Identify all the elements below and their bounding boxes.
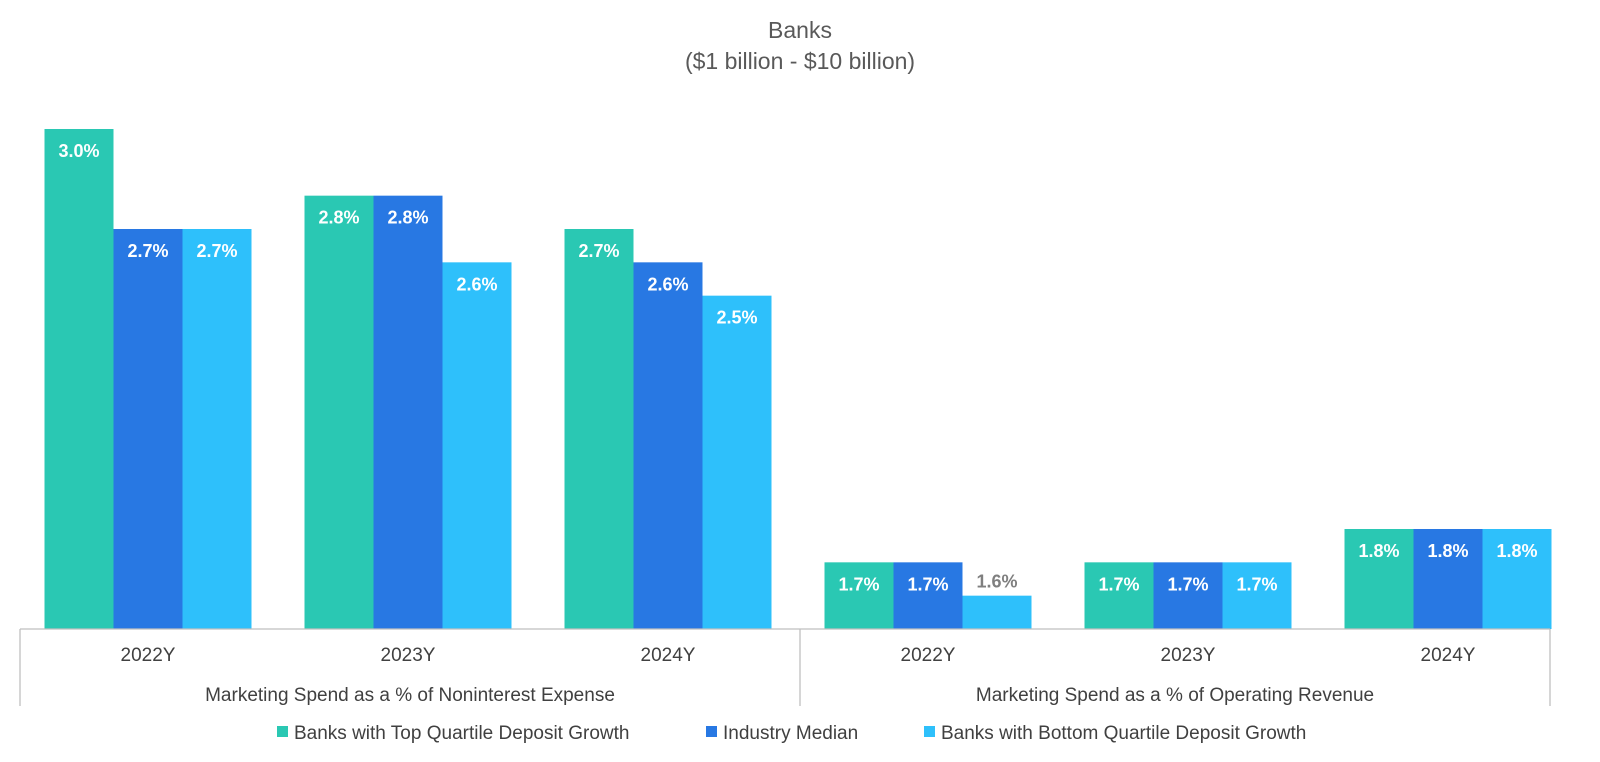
data-label: 2.7% bbox=[127, 241, 168, 261]
bar bbox=[893, 562, 963, 629]
bar bbox=[1153, 562, 1223, 629]
x-tick-label: 2022Y bbox=[901, 645, 956, 666]
data-label: 2.6% bbox=[456, 274, 497, 294]
bar bbox=[1084, 562, 1154, 629]
legend-item: Industry Median bbox=[706, 723, 858, 744]
legend-label: Banks with Bottom Quartile Deposit Growt… bbox=[941, 723, 1306, 744]
x-group-label: Marketing Spend as a % of Operating Reve… bbox=[976, 685, 1374, 706]
legend-item: Banks with Top Quartile Deposit Growth bbox=[277, 723, 629, 744]
chart-subtitle: ($1 billion - $10 billion) bbox=[685, 48, 915, 74]
data-label: 1.7% bbox=[838, 574, 879, 594]
x-tick-label: 2024Y bbox=[641, 645, 696, 666]
data-label: 2.8% bbox=[318, 208, 359, 228]
data-label: 1.8% bbox=[1358, 541, 1399, 561]
bar bbox=[304, 195, 374, 629]
data-label: 1.8% bbox=[1496, 541, 1537, 561]
x-tick-label: 2024Y bbox=[1421, 645, 1476, 666]
bar bbox=[442, 262, 512, 629]
x-tick-label: 2023Y bbox=[1161, 645, 1216, 666]
legend: Banks with Top Quartile Deposit Growth In… bbox=[277, 723, 1306, 744]
data-label: 1.7% bbox=[1098, 574, 1139, 594]
bars-layer: 3.0% 2.7% 2.7% 2.8% 2.8% 2.6% 2.7% 2.6% 2.5% 1.7%… bbox=[44, 129, 1552, 629]
data-label: 1.7% bbox=[907, 574, 948, 594]
bar bbox=[962, 595, 1032, 629]
data-label: 2.8% bbox=[387, 208, 428, 228]
legend-item: Banks with Bottom Quartile Deposit Growt… bbox=[924, 723, 1306, 744]
chart-title: Banks bbox=[768, 17, 832, 43]
x-group-label: Marketing Spend as a % of Noninterest Ex… bbox=[205, 685, 615, 706]
bar bbox=[1482, 529, 1552, 629]
data-label: 1.6% bbox=[976, 572, 1017, 592]
x-tick-label: 2023Y bbox=[381, 645, 436, 666]
data-label: 1.7% bbox=[1167, 574, 1208, 594]
bar bbox=[702, 295, 772, 629]
data-label: 2.6% bbox=[647, 274, 688, 294]
data-label: 1.7% bbox=[1236, 574, 1277, 594]
data-label: 2.5% bbox=[716, 308, 757, 328]
bar bbox=[182, 229, 252, 629]
bar bbox=[1222, 562, 1292, 629]
bar bbox=[633, 262, 703, 629]
data-label: 2.7% bbox=[578, 241, 619, 261]
legend-label: Banks with Top Quartile Deposit Growth bbox=[294, 723, 629, 744]
legend-label: Industry Median bbox=[723, 723, 858, 744]
bar bbox=[824, 562, 894, 629]
data-label: 3.0% bbox=[58, 141, 99, 161]
bar bbox=[1344, 529, 1414, 629]
bar bbox=[564, 229, 634, 629]
bar bbox=[113, 229, 183, 629]
data-label: 1.8% bbox=[1427, 541, 1468, 561]
bar bbox=[373, 195, 443, 629]
legend-swatch bbox=[277, 726, 288, 737]
legend-swatch bbox=[706, 726, 717, 737]
x-tick-label: 2022Y bbox=[121, 645, 176, 666]
data-label: 2.7% bbox=[196, 241, 237, 261]
bar bbox=[44, 129, 114, 629]
legend-swatch bbox=[924, 726, 935, 737]
category-axis: 2022Y 2023Y 2024Y 2022Y 2023Y 2024Y Marketing … bbox=[19, 628, 1551, 706]
bar bbox=[1413, 529, 1483, 629]
